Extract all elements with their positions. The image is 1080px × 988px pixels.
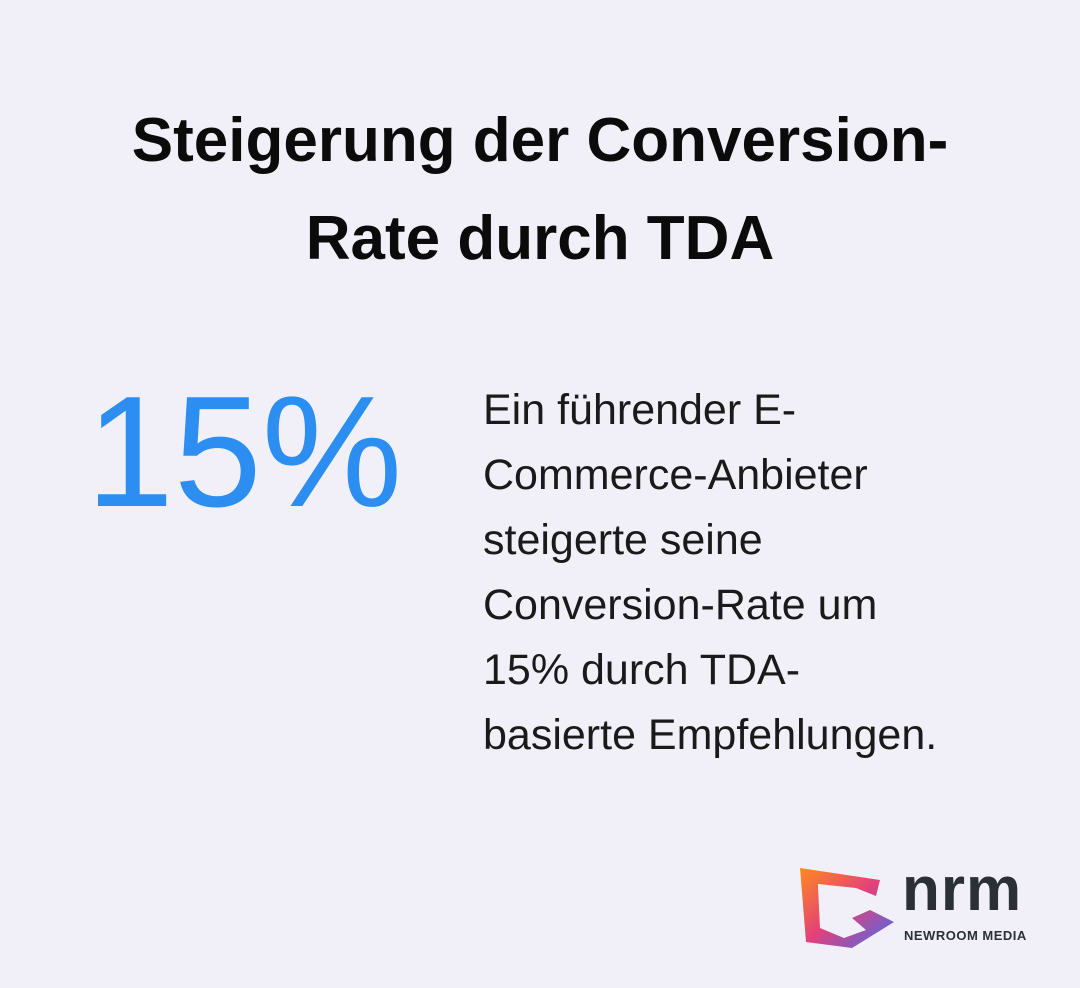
description-line: Commerce-Anbieter — [483, 451, 868, 499]
title-line: Steigerung der Conversion- — [131, 106, 949, 175]
stat: 15% — [86, 364, 403, 540]
logo-subtitle: NEWROOM MEDIA — [904, 928, 1027, 943]
logo-shape-inner — [818, 886, 854, 926]
logo-shape — [800, 868, 894, 948]
logo-mark — [800, 868, 894, 948]
description-line: steigerte seine — [483, 516, 763, 564]
title: Steigerung der Conversion- Rate durch TD… — [0, 92, 1080, 288]
title-line: Rate durch TDA — [305, 204, 775, 273]
description-line: 15% durch TDA- — [483, 646, 801, 694]
logo-name: nrm — [902, 855, 1023, 924]
logo: nrm NEWROOM MEDIA — [796, 855, 1056, 956]
description: Ein führender E- Commerce-Anbieter steig… — [483, 378, 937, 768]
description-line: Ein führender E- — [483, 386, 797, 434]
description-line: Conversion-Rate um — [483, 581, 878, 629]
description-line: basierte Empfehlungen. — [483, 711, 938, 759]
